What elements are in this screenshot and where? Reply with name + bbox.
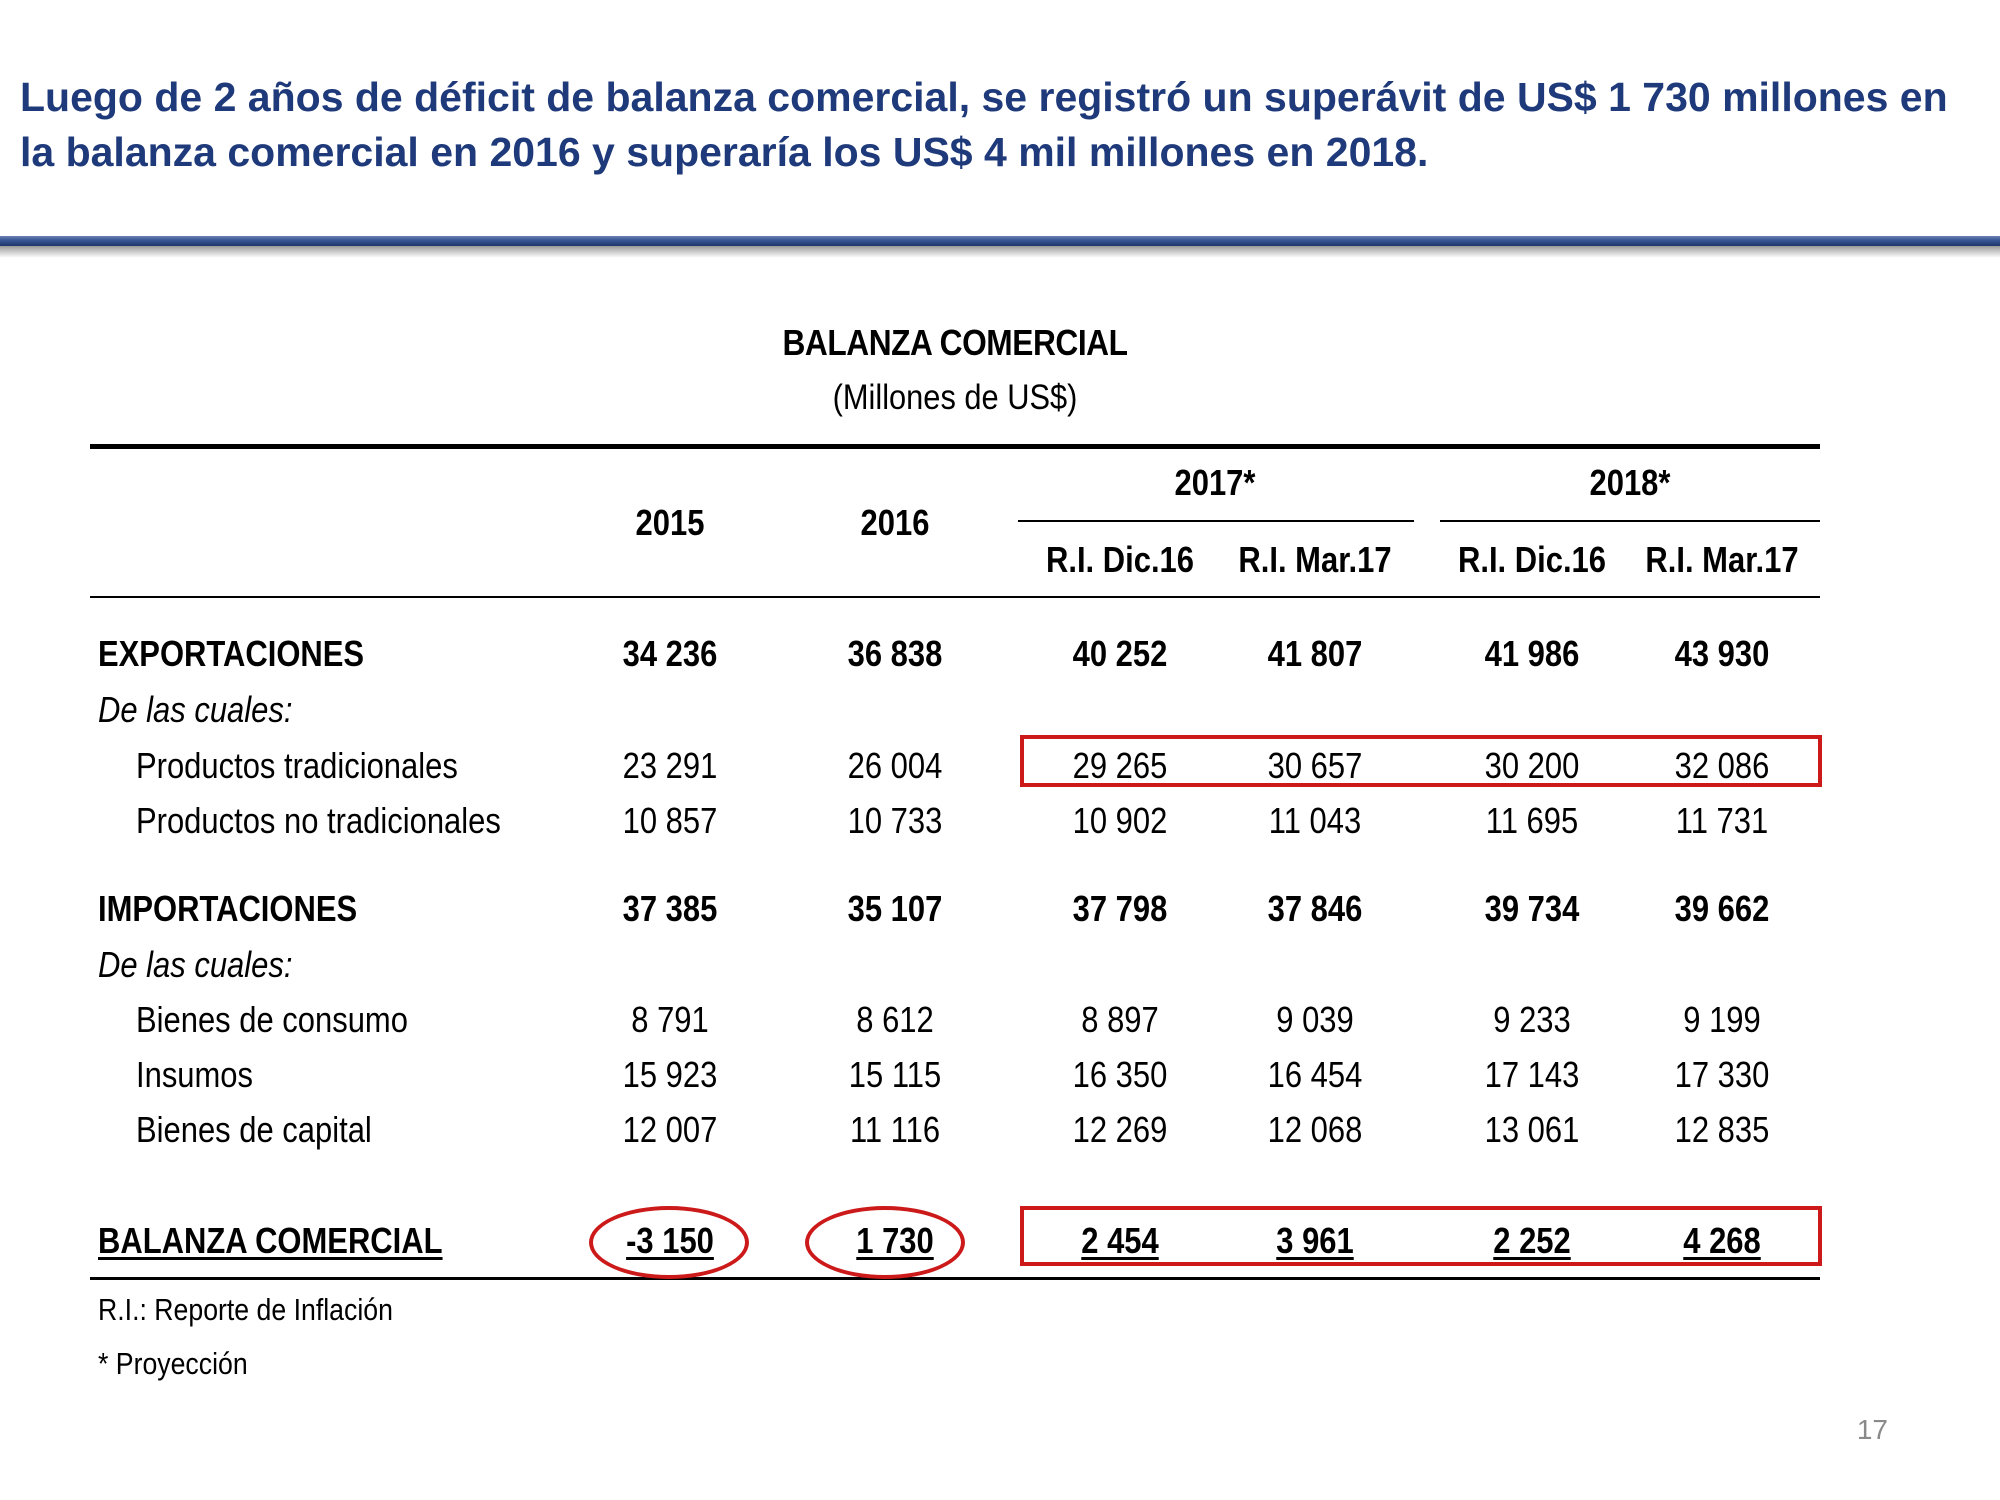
cell-no-tradicionales-2017-mar: 11 043 [1268, 800, 1362, 841]
row-label-no-tradicionales: Productos no tradicionales [136, 800, 501, 841]
slide-headline: Luego de 2 años de déficit de balanza co… [20, 74, 1948, 175]
cell-consumo-2017-dic: 8 897 [1081, 999, 1159, 1040]
cell-capital-2017-mar: 12 068 [1267, 1109, 1363, 1150]
header-2018: 2018* [1589, 462, 1671, 503]
cell-balanza-2018-dic: 2 252 [1493, 1220, 1571, 1261]
cell-consumo-2018-mar: 9 199 [1683, 999, 1761, 1040]
row-label-de-las-cuales-1: De las cuales: [98, 689, 293, 730]
header-divider [0, 236, 2000, 246]
cell-consumo-2016: 8 612 [856, 999, 934, 1040]
header-2017-ri-mar17: R.I. Mar.17 [1238, 539, 1392, 580]
cell-balanza-2017-mar: 3 961 [1276, 1220, 1354, 1261]
cell-tradicionales-2018-mar: 32 086 [1674, 745, 1770, 786]
cell-tradicionales-2018-dic: 30 200 [1484, 745, 1580, 786]
row-label-de-las-cuales-2: De las cuales: [98, 944, 293, 985]
header-2017-rule [1018, 520, 1414, 522]
cell-consumo-2018-dic: 9 233 [1493, 999, 1571, 1040]
table-title: BALANZA COMERCIAL [782, 322, 1128, 363]
footnote-ri: R.I.: Reporte de Inflación [98, 1292, 393, 1327]
page-number: 17 [1856, 1414, 1888, 1445]
highlight-ellipse-balanza-2016 [805, 1206, 965, 1279]
cell-insumos-2018-mar: 17 330 [1674, 1054, 1770, 1095]
cell-exportaciones-2015: 34 236 [622, 633, 718, 674]
cell-insumos-2017-mar: 16 454 [1267, 1054, 1363, 1095]
cell-importaciones-2018-dic: 39 734 [1484, 888, 1580, 929]
cell-tradicionales-2016: 26 004 [847, 745, 943, 786]
cell-capital-2018-mar: 12 835 [1674, 1109, 1770, 1150]
row-label-exportaciones: EXPORTACIONES [98, 633, 365, 674]
header-bottom-rule [90, 596, 1820, 598]
cell-no-tradicionales-2017-dic: 10 902 [1072, 800, 1168, 841]
cell-importaciones-2016: 35 107 [847, 888, 943, 929]
cell-insumos-2018-dic: 17 143 [1484, 1054, 1580, 1095]
header-2018-ri-dic16: R.I. Dic.16 [1457, 539, 1606, 580]
cell-capital-2015: 12 007 [622, 1109, 718, 1150]
cell-insumos-2017-dic: 16 350 [1072, 1054, 1168, 1095]
cell-capital-2018-dic: 13 061 [1484, 1109, 1580, 1150]
cell-exportaciones-2018-mar: 43 930 [1674, 633, 1770, 674]
cell-exportaciones-2018-dic: 41 986 [1484, 633, 1580, 674]
cell-importaciones-2015: 37 385 [622, 888, 718, 929]
header-2018-ri-mar17: R.I. Mar.17 [1645, 539, 1799, 580]
table-bottom-rule [90, 1277, 1820, 1280]
cell-tradicionales-2015: 23 291 [622, 745, 718, 786]
header-2017: 2017* [1174, 462, 1256, 503]
cell-importaciones-2017-dic: 37 798 [1072, 888, 1168, 929]
cell-importaciones-2018-mar: 39 662 [1674, 888, 1770, 929]
cell-insumos-2016: 15 115 [848, 1054, 942, 1095]
cell-insumos-2015: 15 923 [622, 1054, 718, 1095]
cell-no-tradicionales-2018-mar: 11 731 [1675, 800, 1769, 841]
row-label-capital: Bienes de capital [136, 1109, 372, 1150]
row-label-importaciones: IMPORTACIONES [98, 888, 358, 929]
cell-balanza-2018-mar: 4 268 [1683, 1220, 1761, 1261]
row-label-consumo: Bienes de consumo [136, 999, 408, 1040]
cell-no-tradicionales-2018-dic: 11 695 [1485, 800, 1579, 841]
cell-consumo-2015: 8 791 [631, 999, 709, 1040]
cell-consumo-2017-mar: 9 039 [1276, 999, 1354, 1040]
cell-capital-2017-dic: 12 269 [1072, 1109, 1168, 1150]
cell-exportaciones-2017-dic: 40 252 [1072, 633, 1168, 674]
header-2018-rule [1440, 520, 1820, 522]
footnote-proyeccion: * Proyección [98, 1346, 248, 1381]
header-2017-ri-dic16: R.I. Dic.16 [1045, 539, 1194, 580]
row-label-balanza: BALANZA COMERCIAL [98, 1220, 443, 1261]
cell-capital-2016: 11 116 [849, 1109, 941, 1150]
cell-balanza-2017-dic: 2 454 [1081, 1220, 1159, 1261]
cell-exportaciones-2016: 36 838 [847, 633, 943, 674]
highlight-box-balanza-projections [1020, 1206, 1822, 1266]
table-top-rule [90, 444, 1820, 449]
cell-no-tradicionales-2015: 10 857 [622, 800, 718, 841]
row-label-insumos: Insumos [136, 1054, 254, 1095]
cell-tradicionales-2017-dic: 29 265 [1072, 745, 1168, 786]
header-2016: 2016 [860, 502, 930, 543]
cell-no-tradicionales-2016: 10 733 [847, 800, 943, 841]
highlight-ellipse-balanza-2015 [589, 1206, 749, 1279]
cell-tradicionales-2017-mar: 30 657 [1267, 745, 1363, 786]
cell-importaciones-2017-mar: 37 846 [1267, 888, 1363, 929]
cell-exportaciones-2017-mar: 41 807 [1267, 633, 1363, 674]
table-subtitle: (Millones de US$) [832, 378, 1078, 417]
header-2015: 2015 [635, 502, 705, 543]
highlight-box-tradicionales [1020, 735, 1822, 787]
row-label-tradicionales: Productos tradicionales [136, 745, 458, 786]
header-divider-shadow [0, 246, 2000, 258]
